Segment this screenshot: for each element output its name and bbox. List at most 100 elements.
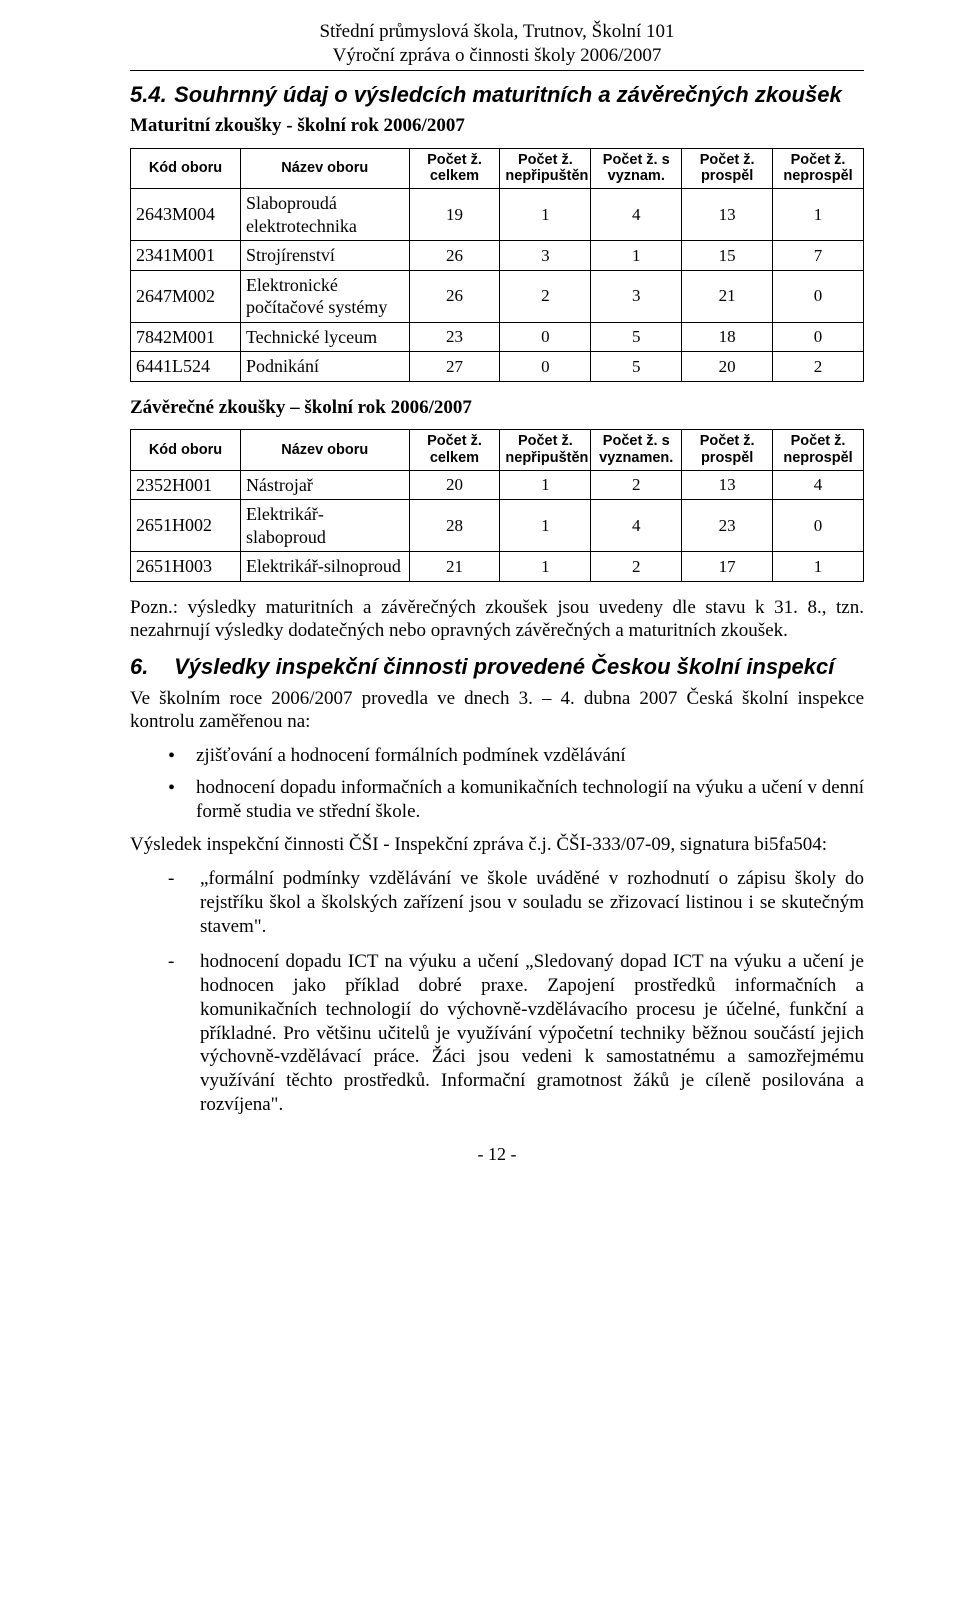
- cell-num: 4: [773, 470, 864, 500]
- section-6-heading: 6. Výsledky inspekční činnosti provedené…: [130, 653, 864, 681]
- table-row: 2352H001 Nástrojař 20 1 2 13 4: [131, 470, 864, 500]
- section-5-4-heading: 5.4. Souhrnný údaj o výsledcích maturitn…: [130, 81, 864, 109]
- cell-num: 1: [500, 470, 591, 500]
- cell-num: 1: [500, 189, 591, 241]
- cell-num: 0: [500, 322, 591, 352]
- cell-num: 19: [409, 189, 500, 241]
- cell-num: 3: [591, 270, 682, 322]
- dash-item: hodnocení dopadu ICT na výuku a učení „S…: [168, 950, 864, 1116]
- cell-num: 23: [682, 500, 773, 552]
- cell-num: 26: [409, 241, 500, 271]
- col-nepripusten: Počet ž. nepřipuštěn: [500, 148, 591, 188]
- col-nazev-oboru: Název oboru: [240, 148, 409, 188]
- cell-num: 2: [500, 270, 591, 322]
- cell-code: 2341M001: [131, 241, 241, 271]
- zaverecne-table: Kód oboru Název oboru Počet ž. celkem Po…: [130, 429, 864, 581]
- cell-num: 1: [773, 552, 864, 582]
- cell-code: 2647M002: [131, 270, 241, 322]
- cell-num: 4: [591, 189, 682, 241]
- header-rule: [130, 70, 864, 71]
- cell-code: 2651H003: [131, 552, 241, 582]
- cell-num: 28: [409, 500, 500, 552]
- cell-num: 2: [591, 552, 682, 582]
- col-celkem: Počet ž. celkem: [409, 430, 500, 470]
- cell-name: Elektronické počítačové systémy: [240, 270, 409, 322]
- cell-num: 7: [773, 241, 864, 271]
- table-row: 2643M004 Slaboproudá elektrotechnika 19 …: [131, 189, 864, 241]
- cell-name: Nástrojař: [240, 470, 409, 500]
- cell-num: 5: [591, 322, 682, 352]
- col-nazev-oboru: Název oboru: [240, 430, 409, 470]
- col-kod-oboru: Kód oboru: [131, 430, 241, 470]
- cell-name: Strojírenství: [240, 241, 409, 271]
- page-header: Střední průmyslová škola, Trutnov, Školn…: [130, 20, 864, 68]
- cell-num: 1: [500, 552, 591, 582]
- col-prospel: Počet ž. prospěl: [682, 430, 773, 470]
- cell-num: 3: [500, 241, 591, 271]
- section-6-intro: Ve školním roce 2006/2007 provedla ve dn…: [130, 687, 864, 735]
- cell-num: 15: [682, 241, 773, 271]
- cell-num: 4: [591, 500, 682, 552]
- maturitni-table: Kód oboru Název oboru Počet ž. celkem Po…: [130, 148, 864, 382]
- page-number: - 12 -: [130, 1143, 864, 1166]
- maturitni-subheading: Maturitní zkoušky - školní rok 2006/2007: [130, 114, 864, 138]
- cell-num: 23: [409, 322, 500, 352]
- cell-code: 2643M004: [131, 189, 241, 241]
- bullet-item: hodnocení dopadu informačních a komunika…: [168, 776, 864, 824]
- cell-num: 0: [773, 500, 864, 552]
- cell-num: 2: [591, 470, 682, 500]
- cell-num: 26: [409, 270, 500, 322]
- col-prospel: Počet ž. prospěl: [682, 148, 773, 188]
- cell-num: 13: [682, 470, 773, 500]
- section-number: 5.4.: [130, 81, 168, 109]
- cell-num: 21: [682, 270, 773, 322]
- table-row: 6441L524 Podnikání 27 0 5 20 2: [131, 352, 864, 382]
- cell-name: Elektrikář-slaboproud: [240, 500, 409, 552]
- table-header-row: Kód oboru Název oboru Počet ž. celkem Po…: [131, 430, 864, 470]
- table-note: Pozn.: výsledky maturitních a závěrečnýc…: [130, 596, 864, 644]
- bullet-item: zjišťování a hodnocení formálních podmín…: [168, 744, 864, 768]
- cell-num: 5: [591, 352, 682, 382]
- table-header-row: Kód oboru Název oboru Počet ž. celkem Po…: [131, 148, 864, 188]
- table-row: 2651H003 Elektrikář-silnoproud 21 1 2 17…: [131, 552, 864, 582]
- cell-num: 13: [682, 189, 773, 241]
- col-nepripusten: Počet ž. nepřipuštěn: [500, 430, 591, 470]
- table-row: 2647M002 Elektronické počítačové systémy…: [131, 270, 864, 322]
- cell-code: 2651H002: [131, 500, 241, 552]
- col-neprospel: Počet ž. neprospěl: [773, 430, 864, 470]
- cell-code: 7842M001: [131, 322, 241, 352]
- cell-num: 27: [409, 352, 500, 382]
- table-row: 7842M001 Technické lyceum 23 0 5 18 0: [131, 322, 864, 352]
- zaverecne-subheading: Závěrečné zkoušky – školní rok 2006/2007: [130, 396, 864, 420]
- cell-num: 1: [500, 500, 591, 552]
- table-row: 2341M001 Strojírenství 26 3 1 15 7: [131, 241, 864, 271]
- cell-code: 6441L524: [131, 352, 241, 382]
- table-row: 2651H002 Elektrikář-slaboproud 28 1 4 23…: [131, 500, 864, 552]
- header-school-name: Střední průmyslová škola, Trutnov, Školn…: [130, 20, 864, 44]
- section-title: Souhrnný údaj o výsledcích maturitních a…: [174, 82, 842, 107]
- col-neprospel: Počet ž. neprospěl: [773, 148, 864, 188]
- cell-name: Podnikání: [240, 352, 409, 382]
- cell-num: 2: [773, 352, 864, 382]
- section-number: 6.: [130, 653, 168, 681]
- cell-name: Slaboproudá elektrotechnika: [240, 189, 409, 241]
- inspection-result-line: Výsledek inspekční činnosti ČŠI - Inspek…: [130, 833, 864, 857]
- section-title: Výsledky inspekční činnosti provedené Če…: [174, 654, 834, 679]
- cell-num: 1: [773, 189, 864, 241]
- col-vyznamen: Počet ž. s vyznamen.: [591, 430, 682, 470]
- col-celkem: Počet ž. celkem: [409, 148, 500, 188]
- cell-num: 18: [682, 322, 773, 352]
- cell-num: 0: [500, 352, 591, 382]
- cell-code: 2352H001: [131, 470, 241, 500]
- cell-name: Elektrikář-silnoproud: [240, 552, 409, 582]
- dash-item: „formální podmínky vzdělávání ve škole u…: [168, 867, 864, 938]
- cell-num: 20: [682, 352, 773, 382]
- cell-num: 0: [773, 270, 864, 322]
- inspection-findings: „formální podmínky vzdělávání ve škole u…: [168, 867, 864, 1117]
- cell-num: 21: [409, 552, 500, 582]
- cell-num: 17: [682, 552, 773, 582]
- inspection-bullets: zjišťování a hodnocení formálních podmín…: [168, 744, 864, 823]
- cell-name: Technické lyceum: [240, 322, 409, 352]
- header-report-title: Výroční zpráva o činnosti školy 2006/200…: [130, 44, 864, 68]
- cell-num: 1: [591, 241, 682, 271]
